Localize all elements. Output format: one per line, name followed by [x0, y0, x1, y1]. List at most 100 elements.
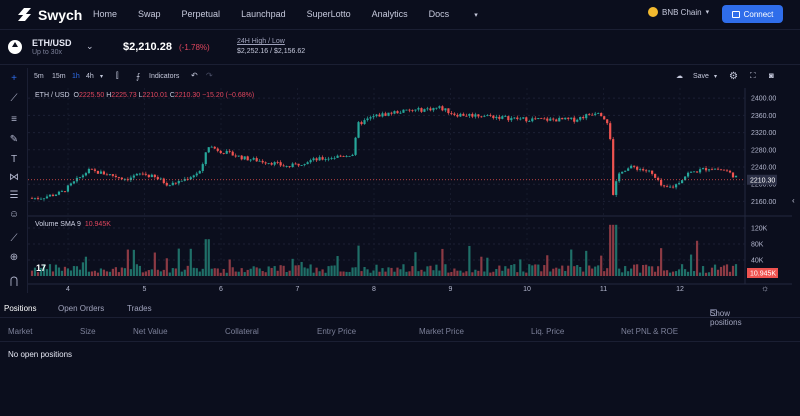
volume-bar	[525, 272, 528, 276]
volume-bar	[405, 271, 408, 276]
volume-bar	[147, 270, 150, 276]
candle-type-icon[interactable]: ⫿	[116, 71, 119, 80]
candle-body	[204, 152, 207, 165]
candle-body	[192, 175, 195, 178]
nav-home[interactable]: Home	[93, 9, 118, 19]
candle-body	[534, 118, 537, 120]
volume-bar	[111, 268, 114, 276]
tradingview-logo-icon[interactable]: 17	[36, 263, 47, 273]
volume-bar	[48, 264, 52, 276]
undo-icon[interactable]: ↶	[191, 71, 198, 80]
nav-perpetual[interactable]: Perpetual	[181, 9, 221, 19]
candle-body	[701, 168, 705, 170]
candle-body	[171, 182, 174, 186]
tab-open-orders[interactable]: Open Orders	[58, 304, 105, 313]
price-tick-label: 2320.00	[751, 130, 776, 137]
candle-body	[330, 158, 333, 159]
zoom-icon[interactable]: ⊕	[9, 252, 19, 263]
horizontal-lines-icon[interactable]: ≡	[11, 114, 17, 125]
nav-launchpad[interactable]: Launchpad	[241, 9, 286, 19]
candle-body	[243, 156, 246, 160]
volume-bar	[177, 248, 180, 276]
volume-bar	[585, 250, 588, 276]
crosshair-icon[interactable]: +	[11, 73, 17, 84]
candle-body	[666, 186, 669, 188]
candle-body	[357, 122, 360, 138]
volume-bar	[234, 271, 237, 276]
candle-body	[441, 106, 444, 111]
candle-body	[558, 117, 561, 122]
redo-icon[interactable]: ↷	[206, 71, 213, 80]
candle-body	[360, 122, 363, 125]
candle-body	[713, 168, 717, 170]
pair-selector-chevron-icon[interactable]: ⌄	[86, 41, 94, 51]
chevron-left-icon[interactable]: ‹	[792, 196, 795, 205]
volume-bar	[543, 265, 546, 276]
save-button[interactable]: Save	[693, 73, 709, 80]
volume-bar	[495, 269, 498, 276]
chevron-down-icon[interactable]: ▾	[714, 74, 718, 80]
candle-body	[348, 156, 351, 157]
candle-body	[432, 108, 435, 111]
timeframe-5m[interactable]: 5m	[34, 73, 44, 80]
candle-body	[222, 153, 225, 154]
volume-bar	[204, 239, 207, 276]
volume-bar	[282, 265, 285, 276]
candle-body	[438, 106, 441, 108]
brand-logo[interactable]: Swych	[16, 6, 82, 23]
volume-bar	[84, 256, 88, 276]
nav-docs[interactable]: Docs ▾	[429, 9, 499, 19]
candle-body	[689, 171, 693, 173]
swych-logo-icon	[18, 8, 31, 21]
price-tick-label: 2160.00	[751, 199, 776, 206]
volume-bar	[450, 271, 453, 276]
text-icon[interactable]: T	[10, 154, 18, 165]
candle-body	[309, 160, 312, 163]
candle-body	[561, 117, 564, 120]
volume-bar	[582, 271, 585, 276]
pair-name[interactable]: ETH/USD	[32, 38, 72, 48]
emoji-icon[interactable]: ☺	[8, 209, 20, 220]
nav-swap[interactable]: Swap	[138, 9, 161, 19]
ruler-icon[interactable]: ⟋	[10, 233, 18, 244]
volume-bar	[228, 259, 231, 276]
show-positions-checkbox[interactable]	[710, 309, 717, 316]
chart-canvas[interactable]: 2160.00 2200.00 2240.00 2280.00 2320.00 2360.…	[28, 88, 792, 293]
candle-body	[354, 137, 357, 155]
chevron-down-icon[interactable]: ▾	[100, 74, 104, 80]
indicators-button[interactable]: Indicators	[149, 73, 180, 80]
tab-trades[interactable]: Trades	[127, 304, 152, 313]
candle-body	[207, 147, 210, 153]
pattern-icon[interactable]: ⋈	[9, 172, 19, 183]
candle-body	[657, 177, 660, 180]
nav-analytics[interactable]: Analytics	[371, 9, 408, 19]
candle-body	[594, 113, 597, 115]
volume-bar	[456, 270, 459, 276]
price-chart[interactable]: 2160.00 2200.00 2240.00 2280.00 2320.00 2360.…	[28, 88, 792, 293]
brush-icon[interactable]: ✎	[9, 134, 19, 145]
timeframe-15m[interactable]: 15m	[52, 73, 66, 80]
volume-bar	[426, 266, 429, 276]
nav-superlotto[interactable]: SuperLotto	[306, 9, 351, 19]
tab-positions[interactable]: Positions	[4, 304, 37, 313]
timeframe-1h[interactable]: 1h	[72, 73, 80, 80]
volume-bar	[180, 271, 183, 276]
chain-selector[interactable]: BNB Chain ▾	[648, 7, 709, 17]
candle-body	[30, 197, 34, 199]
volume-bar	[81, 262, 85, 276]
volume-bar	[321, 269, 324, 276]
magnet-icon[interactable]: ⋂	[9, 276, 19, 287]
volume-bar	[576, 265, 579, 276]
trendline-icon[interactable]: ⟋	[10, 93, 18, 104]
connect-button[interactable]: Connect	[722, 5, 783, 23]
settings-gear-icon[interactable]: ⚙	[729, 71, 738, 82]
candle-body	[504, 116, 507, 117]
volume-bar	[201, 268, 204, 276]
fullscreen-icon[interactable]: ⛶	[750, 71, 756, 80]
measure-icon[interactable]: ☰	[9, 190, 19, 201]
indicators-icon[interactable]: ⨍	[136, 72, 141, 81]
candle-body	[273, 162, 276, 165]
timeframe-4h[interactable]: 4h	[86, 73, 94, 80]
camera-icon[interactable]: ◙	[769, 71, 774, 80]
candle-body	[660, 179, 663, 186]
